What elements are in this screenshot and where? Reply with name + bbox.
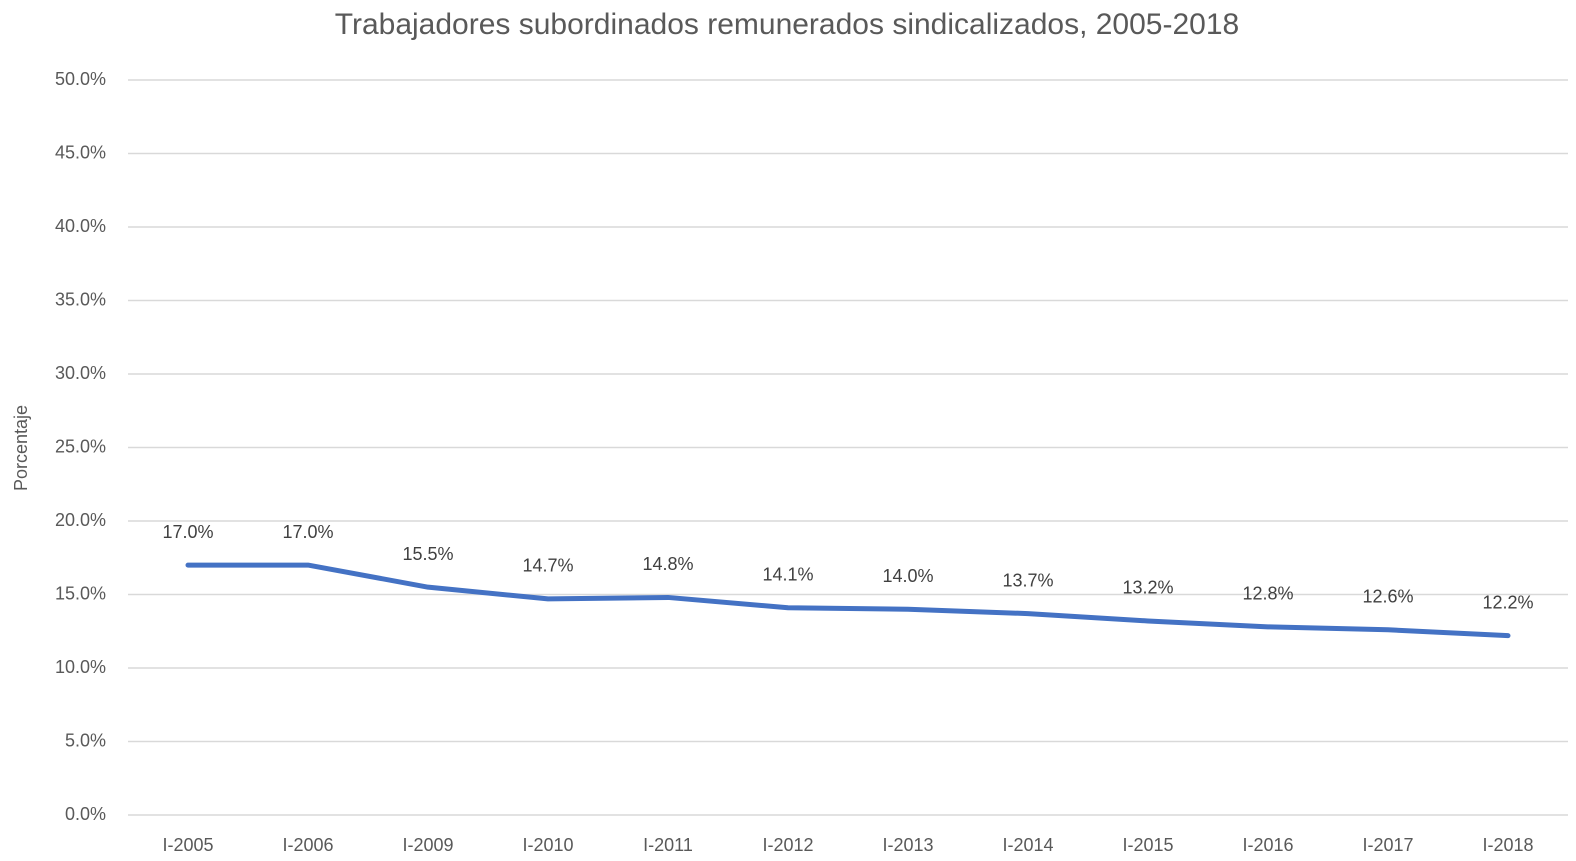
x-tick-label: I-2011 bbox=[643, 835, 693, 855]
x-tick-label: I-2014 bbox=[1002, 835, 1053, 855]
x-tick-label: I-2012 bbox=[762, 835, 813, 855]
x-tick-label: I-2018 bbox=[1482, 835, 1533, 855]
y-tick-label: 10.0% bbox=[55, 657, 106, 677]
data-label: 14.0% bbox=[882, 566, 933, 586]
y-tick-label: 25.0% bbox=[55, 436, 106, 456]
data-label: 12.6% bbox=[1362, 587, 1413, 607]
y-tick-label: 35.0% bbox=[55, 289, 106, 309]
x-tick-label: I-2015 bbox=[1122, 835, 1173, 855]
series-line bbox=[185, 562, 1511, 639]
x-tick-label: I-2013 bbox=[882, 835, 933, 855]
data-label: 13.2% bbox=[1122, 578, 1173, 598]
data-label: 13.7% bbox=[1002, 570, 1053, 590]
data-label: 12.2% bbox=[1482, 592, 1533, 612]
x-tick-label: I-2009 bbox=[402, 835, 453, 855]
x-tick-label: I-2017 bbox=[1362, 835, 1413, 855]
data-label: 14.8% bbox=[642, 554, 693, 574]
y-tick-label: 45.0% bbox=[55, 142, 106, 162]
y-tick-label: 5.0% bbox=[65, 730, 106, 750]
data-label: 15.5% bbox=[402, 544, 453, 564]
data-label: 14.7% bbox=[522, 556, 573, 576]
y-tick-label: 30.0% bbox=[55, 363, 106, 383]
x-tick-label: I-2005 bbox=[162, 835, 213, 855]
x-tick-label: I-2006 bbox=[282, 835, 333, 855]
y-tick-label: 40.0% bbox=[55, 216, 106, 236]
y-tick-label: 50.0% bbox=[55, 69, 106, 89]
x-tick-label: I-2016 bbox=[1242, 835, 1293, 855]
data-label: 17.0% bbox=[282, 522, 333, 542]
x-tick-label: I-2010 bbox=[522, 835, 573, 855]
chart-title: Trabajadores subordinados remunerados si… bbox=[335, 8, 1239, 41]
data-label: 12.8% bbox=[1242, 584, 1293, 604]
y-tick-label: 20.0% bbox=[55, 510, 106, 530]
y-tick-label: 0.0% bbox=[65, 804, 106, 824]
data-label: 17.0% bbox=[162, 522, 213, 542]
y-axis-label: Porcentaje bbox=[11, 405, 31, 491]
data-label: 14.1% bbox=[762, 564, 813, 584]
y-tick-label: 15.0% bbox=[55, 583, 106, 603]
